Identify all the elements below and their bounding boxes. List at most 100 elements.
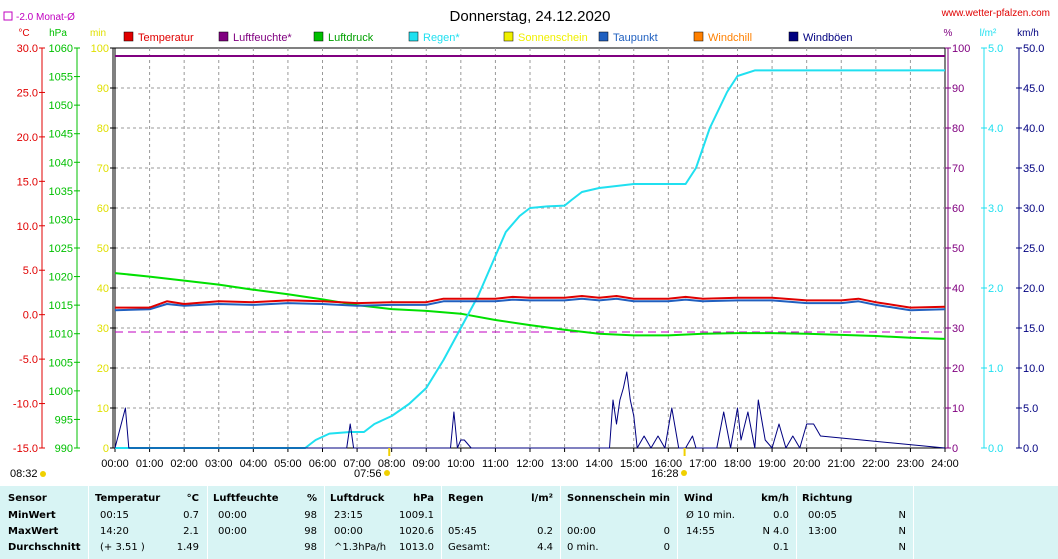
hpa-tick-label: 1030 [49,214,73,226]
rain-time: 05:45 [448,526,477,537]
rain-tick-label: 4.0 [988,123,1003,135]
x-tick-label: 19:00 [758,458,786,470]
temp-value: 2.1 [183,526,199,537]
temp-tick-label: 25.0 [17,87,38,99]
x-tick-label: 15:00 [620,458,648,470]
legend-label: Regen* [423,32,460,44]
sunrise-label: 07:56 [354,468,382,480]
humidity-tick-label: 60 [952,203,964,215]
table-divider [560,486,561,559]
x-tick-label: 05:00 [274,458,302,470]
wind-unit-label: km/h [1017,28,1039,39]
humidity-value: 98 [304,526,317,537]
sunshine-tick-label: 40 [97,283,109,295]
header-sensor: Sensor [8,493,47,504]
header-humidity-unit: % [306,493,317,504]
x-tick-label: 10:00 [447,458,475,470]
legend-swatch [313,31,324,42]
pressure-value: 1020.6 [399,526,434,537]
wind-value: 0.1 [773,542,789,553]
sun-icon [40,471,46,477]
x-tick-label: 17:00 [689,458,717,470]
humidity-tick-label: 10 [952,403,964,415]
table-divider [324,486,325,559]
header-temperature-unit: °C [186,493,199,504]
legend-label: Windböen [803,32,853,44]
row-label: Durchschnitt [8,542,81,553]
temp-time: 14:20 [100,526,129,537]
sunshine-unit-label: min [90,28,106,39]
direction-time: 13:00 [808,526,837,537]
legend-swatch [408,31,419,42]
row-label: MinWert [8,510,56,521]
wind-tick-label: 0.0 [1023,443,1038,455]
direction-time: 00:05 [808,510,837,521]
x-tick-label: 09:00 [412,458,440,470]
source-link[interactable]: www.wetter-pfalzen.com [941,8,1050,19]
rain-tick-label: 2.0 [988,283,1003,295]
humidity-tick-label: 100 [952,43,970,55]
hpa-tick-label: 1045 [49,129,73,141]
temp-tick-label: -5.0 [19,354,38,366]
temp-value: 1.49 [176,542,199,553]
rain-tick-label: 3.0 [988,203,1003,215]
humidity-tick-label: 30 [952,323,964,335]
humidity-tick-label: 50 [952,243,964,255]
sunrise-icon [384,470,390,476]
wind-tick-label: 30.0 [1023,203,1044,215]
sunshine-tick-label: 80 [97,123,109,135]
temp-tick-label: 5.0 [23,265,38,277]
wind-tick-label: 45.0 [1023,83,1044,95]
legend-label: Windchill [708,32,752,44]
x-axis: 00:00 01:00 02:00 03:00 04:00 05:00 06:00 07:00… [101,448,959,470]
legend-label: Luftfeuchte* [233,32,292,44]
wind-value: N 4.0 [762,526,789,537]
header-direction: Richtung [802,493,853,504]
left-time-label: 08:32 [10,468,38,480]
x-tick-label: 20:00 [793,458,821,470]
x-tick-label: 03:00 [205,458,233,470]
rain-tick-label: 1.0 [988,363,1003,375]
x-tick-label: 02:00 [170,458,198,470]
x-tick-label: 22:00 [862,458,890,470]
hpa-unit-label: hPa [49,28,67,39]
header-temperature: Temperatur [95,493,161,504]
hpa-tick-label: 995 [55,414,73,426]
hpa-tick-label: 1050 [49,100,73,112]
row-label: MaxWert [8,526,59,537]
header-sunshine: Sonnenschein min [567,493,670,504]
humidity-tick-label: 70 [952,163,964,175]
header-wind-unit: km/h [761,493,789,504]
sunshine-time: 0 min. [567,542,599,553]
temp-tick-label: 20.0 [17,132,38,144]
rain-tick-label: 0.0 [988,443,1003,455]
rain-time: Gesamt: [448,542,491,553]
left-axes: -15.0 -10.0 -5.0 0.0 5.0 10.0 15.0 20.0 25.0 30.0… [13,28,116,455]
temp-tick-label: 15.0 [17,176,38,188]
hpa-tick-label: 1040 [49,157,73,169]
wind-tick-label: 35.0 [1023,163,1044,175]
direction-value: N [898,542,906,553]
legend-swatch [218,31,229,42]
pressure-value: 1009.1 [399,510,434,521]
monthly-avg-label: -2.0 Monat-Ø [16,12,75,23]
hpa-tick-label: 1020 [49,272,73,284]
x-tick-label: 04:00 [240,458,268,470]
x-tick-label: 12:00 [516,458,544,470]
x-tick-label: 01:00 [136,458,164,470]
wind-tick-label: 40.0 [1023,123,1044,135]
humidity-value: 98 [304,542,317,553]
x-tick-label: 23:00 [897,458,925,470]
humidity-tick-label: 20 [952,363,964,375]
wind-tick-label: 50.0 [1023,43,1044,55]
grid [115,48,945,448]
table-divider [677,486,678,559]
humidity-value: 98 [304,510,317,521]
wind-value: 0.0 [773,510,789,521]
wind-tick-label: 25.0 [1023,243,1044,255]
sunshine-tick-label: 90 [97,83,109,95]
humidity-tick-label: 0 [952,443,958,455]
right-axes: 0 10 20 30 40 50 60 70 80 90 100% 0.0 1.0 2.0 3.0 4.0 5.… [944,28,1045,455]
temp-unit-label: °C [18,28,29,39]
sunshine-tick-label: 60 [97,203,109,215]
